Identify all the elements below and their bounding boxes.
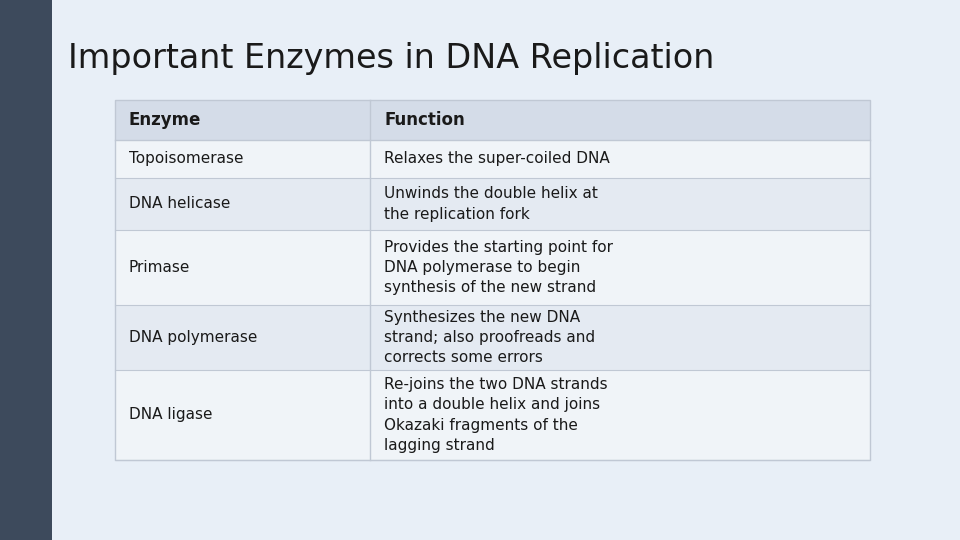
Bar bbox=[115, 305, 870, 370]
Text: Enzyme: Enzyme bbox=[129, 111, 202, 129]
Text: DNA ligase: DNA ligase bbox=[129, 408, 212, 422]
Bar bbox=[115, 370, 870, 460]
Bar bbox=[115, 178, 870, 230]
Text: Important Enzymes in DNA Replication: Important Enzymes in DNA Replication bbox=[68, 42, 714, 75]
Bar bbox=[115, 100, 870, 140]
Bar bbox=[115, 140, 870, 178]
Text: Primase: Primase bbox=[129, 260, 190, 275]
Bar bbox=[0, 0, 52, 540]
Bar bbox=[115, 100, 870, 460]
Text: Relaxes the super-coiled DNA: Relaxes the super-coiled DNA bbox=[384, 152, 610, 166]
Bar bbox=[115, 230, 870, 305]
Text: Synthesizes the new DNA
strand; also proofreads and
corrects some errors: Synthesizes the new DNA strand; also pro… bbox=[384, 309, 595, 366]
Text: Re-joins the two DNA strands
into a double helix and joins
Okazaki fragments of : Re-joins the two DNA strands into a doub… bbox=[384, 377, 608, 453]
Text: Function: Function bbox=[384, 111, 465, 129]
Text: DNA polymerase: DNA polymerase bbox=[129, 330, 257, 345]
Text: Topoisomerase: Topoisomerase bbox=[129, 152, 244, 166]
Text: DNA helicase: DNA helicase bbox=[129, 197, 230, 212]
Text: Provides the starting point for
DNA polymerase to begin
synthesis of the new str: Provides the starting point for DNA poly… bbox=[384, 240, 613, 295]
Text: Unwinds the double helix at
the replication fork: Unwinds the double helix at the replicat… bbox=[384, 186, 598, 222]
